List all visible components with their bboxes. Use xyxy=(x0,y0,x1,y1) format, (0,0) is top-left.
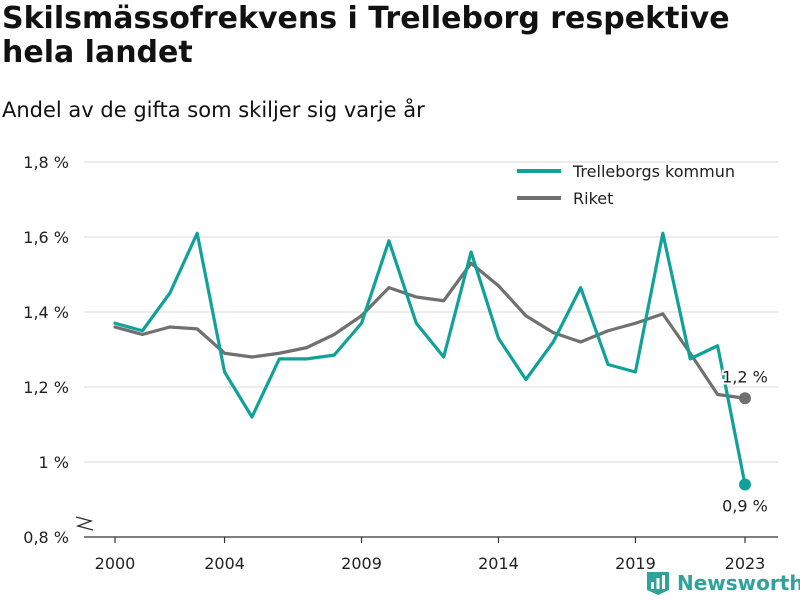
y-tick-label: 0,8 % xyxy=(23,528,69,547)
x-tick-label: 2004 xyxy=(204,554,245,573)
series-line-trelleborg xyxy=(113,231,747,487)
x-tick-label: 2000 xyxy=(95,554,136,573)
series-endpoint-marker xyxy=(739,478,751,491)
legend-label: Riket xyxy=(573,189,613,208)
series-lines xyxy=(113,231,747,487)
y-axis-ticks: 0,8 % 1 % 1,2 % 1,4 % 1,6 % 1,8 % xyxy=(23,153,69,547)
y-tick-label: 1,6 % xyxy=(23,228,69,247)
x-tick-label: 2009 xyxy=(341,554,382,573)
y-tick-label: 1,2 % xyxy=(23,378,69,397)
legend-label: Trelleborgs kommun xyxy=(572,162,735,181)
grid-lines xyxy=(84,161,778,463)
y-tick-label: 1 % xyxy=(39,453,69,472)
x-tick-label: 2023 xyxy=(725,554,766,573)
series-line-riket xyxy=(113,261,747,400)
brand-logo: Newsworthy xyxy=(645,568,800,598)
series-end-label: 0,9 % xyxy=(722,497,768,516)
brand-name: Newsworthy xyxy=(677,571,800,595)
y-tick-label: 1,4 % xyxy=(23,303,69,322)
y-tick-label: 1,8 % xyxy=(23,153,69,172)
series-endpoints: 0,9 % 1,2 % xyxy=(720,365,770,517)
chart-subtitle: Andel av de gifta som skiljer sig varje … xyxy=(2,98,425,122)
x-axis: 2000 2004 2009 2014 2019 2023 xyxy=(75,516,778,573)
series-end-label: 1,2 % xyxy=(722,367,768,386)
series-endpoint-marker xyxy=(739,392,751,405)
chart-title: Skilsmässofrekvens i Trelleborg respekti… xyxy=(2,1,730,70)
x-tick-label: 2014 xyxy=(478,554,519,573)
x-tick-label: 2019 xyxy=(615,554,656,573)
legend: Trelleborgs kommun Riket xyxy=(517,162,735,208)
bar-chart-logo-icon xyxy=(647,572,669,595)
axis-break-icon xyxy=(75,516,94,531)
